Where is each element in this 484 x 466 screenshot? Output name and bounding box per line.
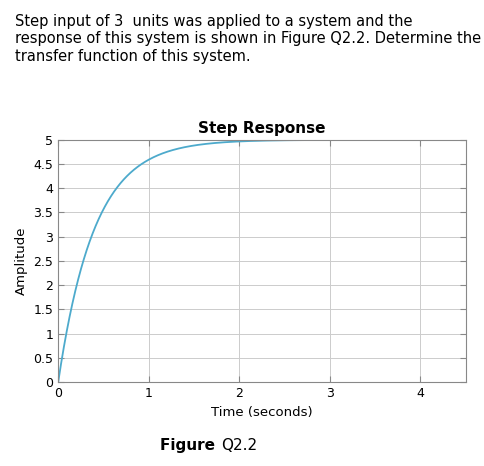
Y-axis label: Amplitude: Amplitude	[15, 227, 28, 295]
X-axis label: Time (seconds): Time (seconds)	[211, 405, 312, 418]
Title: Step Response: Step Response	[198, 121, 325, 136]
Text: Figure: Figure	[160, 438, 220, 452]
Text: Step input of 3  units was applied to a system and the
response of this system i: Step input of 3 units was applied to a s…	[15, 14, 480, 64]
Text: Q2.2: Q2.2	[220, 438, 256, 452]
